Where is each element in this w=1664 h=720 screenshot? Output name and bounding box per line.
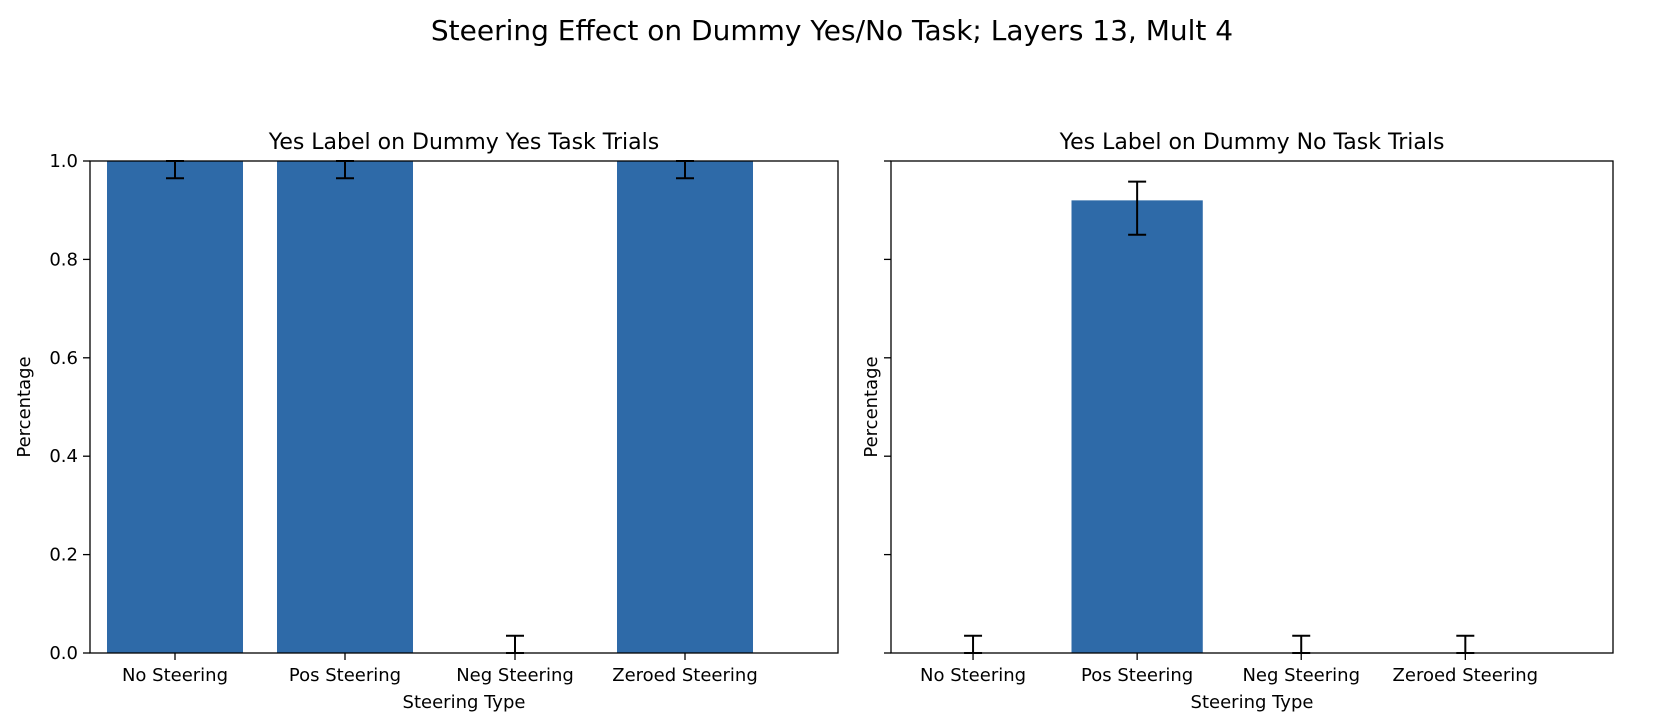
left-subplot: Yes Label on Dummy Yes Task Trials 0.0 0.2… [14,130,839,713]
right-xtick-label-3: Zeroed Steering [1393,665,1539,686]
left-ytick-label-4: 0.8 [49,249,78,270]
right-xtick-label-2: Neg Steering [1242,665,1360,686]
right-subplot: Yes Label on Dummy No Task Trials No Stee… [861,130,1614,713]
left-xtick-label-3: Zeroed Steering [612,665,758,686]
right-error-bar-2 [1292,634,1311,654]
left-bar-0 [107,161,243,653]
right-subplot-title: Yes Label on Dummy No Task Trials [1059,130,1445,155]
left-subplot-title: Yes Label on Dummy Yes Task Trials [268,130,659,155]
left-x-axis-label: Steering Type [403,692,526,713]
left-bar-1 [277,161,413,653]
right-xtick-label-1: Pos Steering [1081,665,1193,686]
right-xtick-label-0: No Steering [920,665,1026,686]
left-ytick-label-3: 0.6 [49,348,78,369]
left-bar-3 [617,161,753,653]
right-error-bar-0 [964,634,983,654]
left-error-bar-2 [506,634,524,654]
figure-suptitle: Steering Effect on Dummy Yes/No Task; La… [431,14,1233,47]
right-axes-frame [890,160,1614,654]
left-ytick-label-0: 0.0 [49,643,78,664]
right-bar-1 [1071,200,1203,654]
left-y-axis-label: Percentage [14,356,35,457]
left-xtick-label-2: Neg Steering [456,665,574,686]
left-axes-frame [89,160,839,654]
left-ytick-label-2: 0.4 [49,446,78,467]
right-y-axis-label: Percentage [861,356,882,457]
left-xtick-label-1: Pos Steering [289,665,401,686]
right-error-bar-1 [1128,180,1147,236]
right-x-axis-label: Steering Type [1191,692,1314,713]
left-ytick-label-5: 1.0 [49,151,78,172]
left-ytick-label-1: 0.2 [49,545,78,566]
right-error-bar-3 [1456,634,1475,654]
left-xtick-label-0: No Steering [122,665,228,686]
